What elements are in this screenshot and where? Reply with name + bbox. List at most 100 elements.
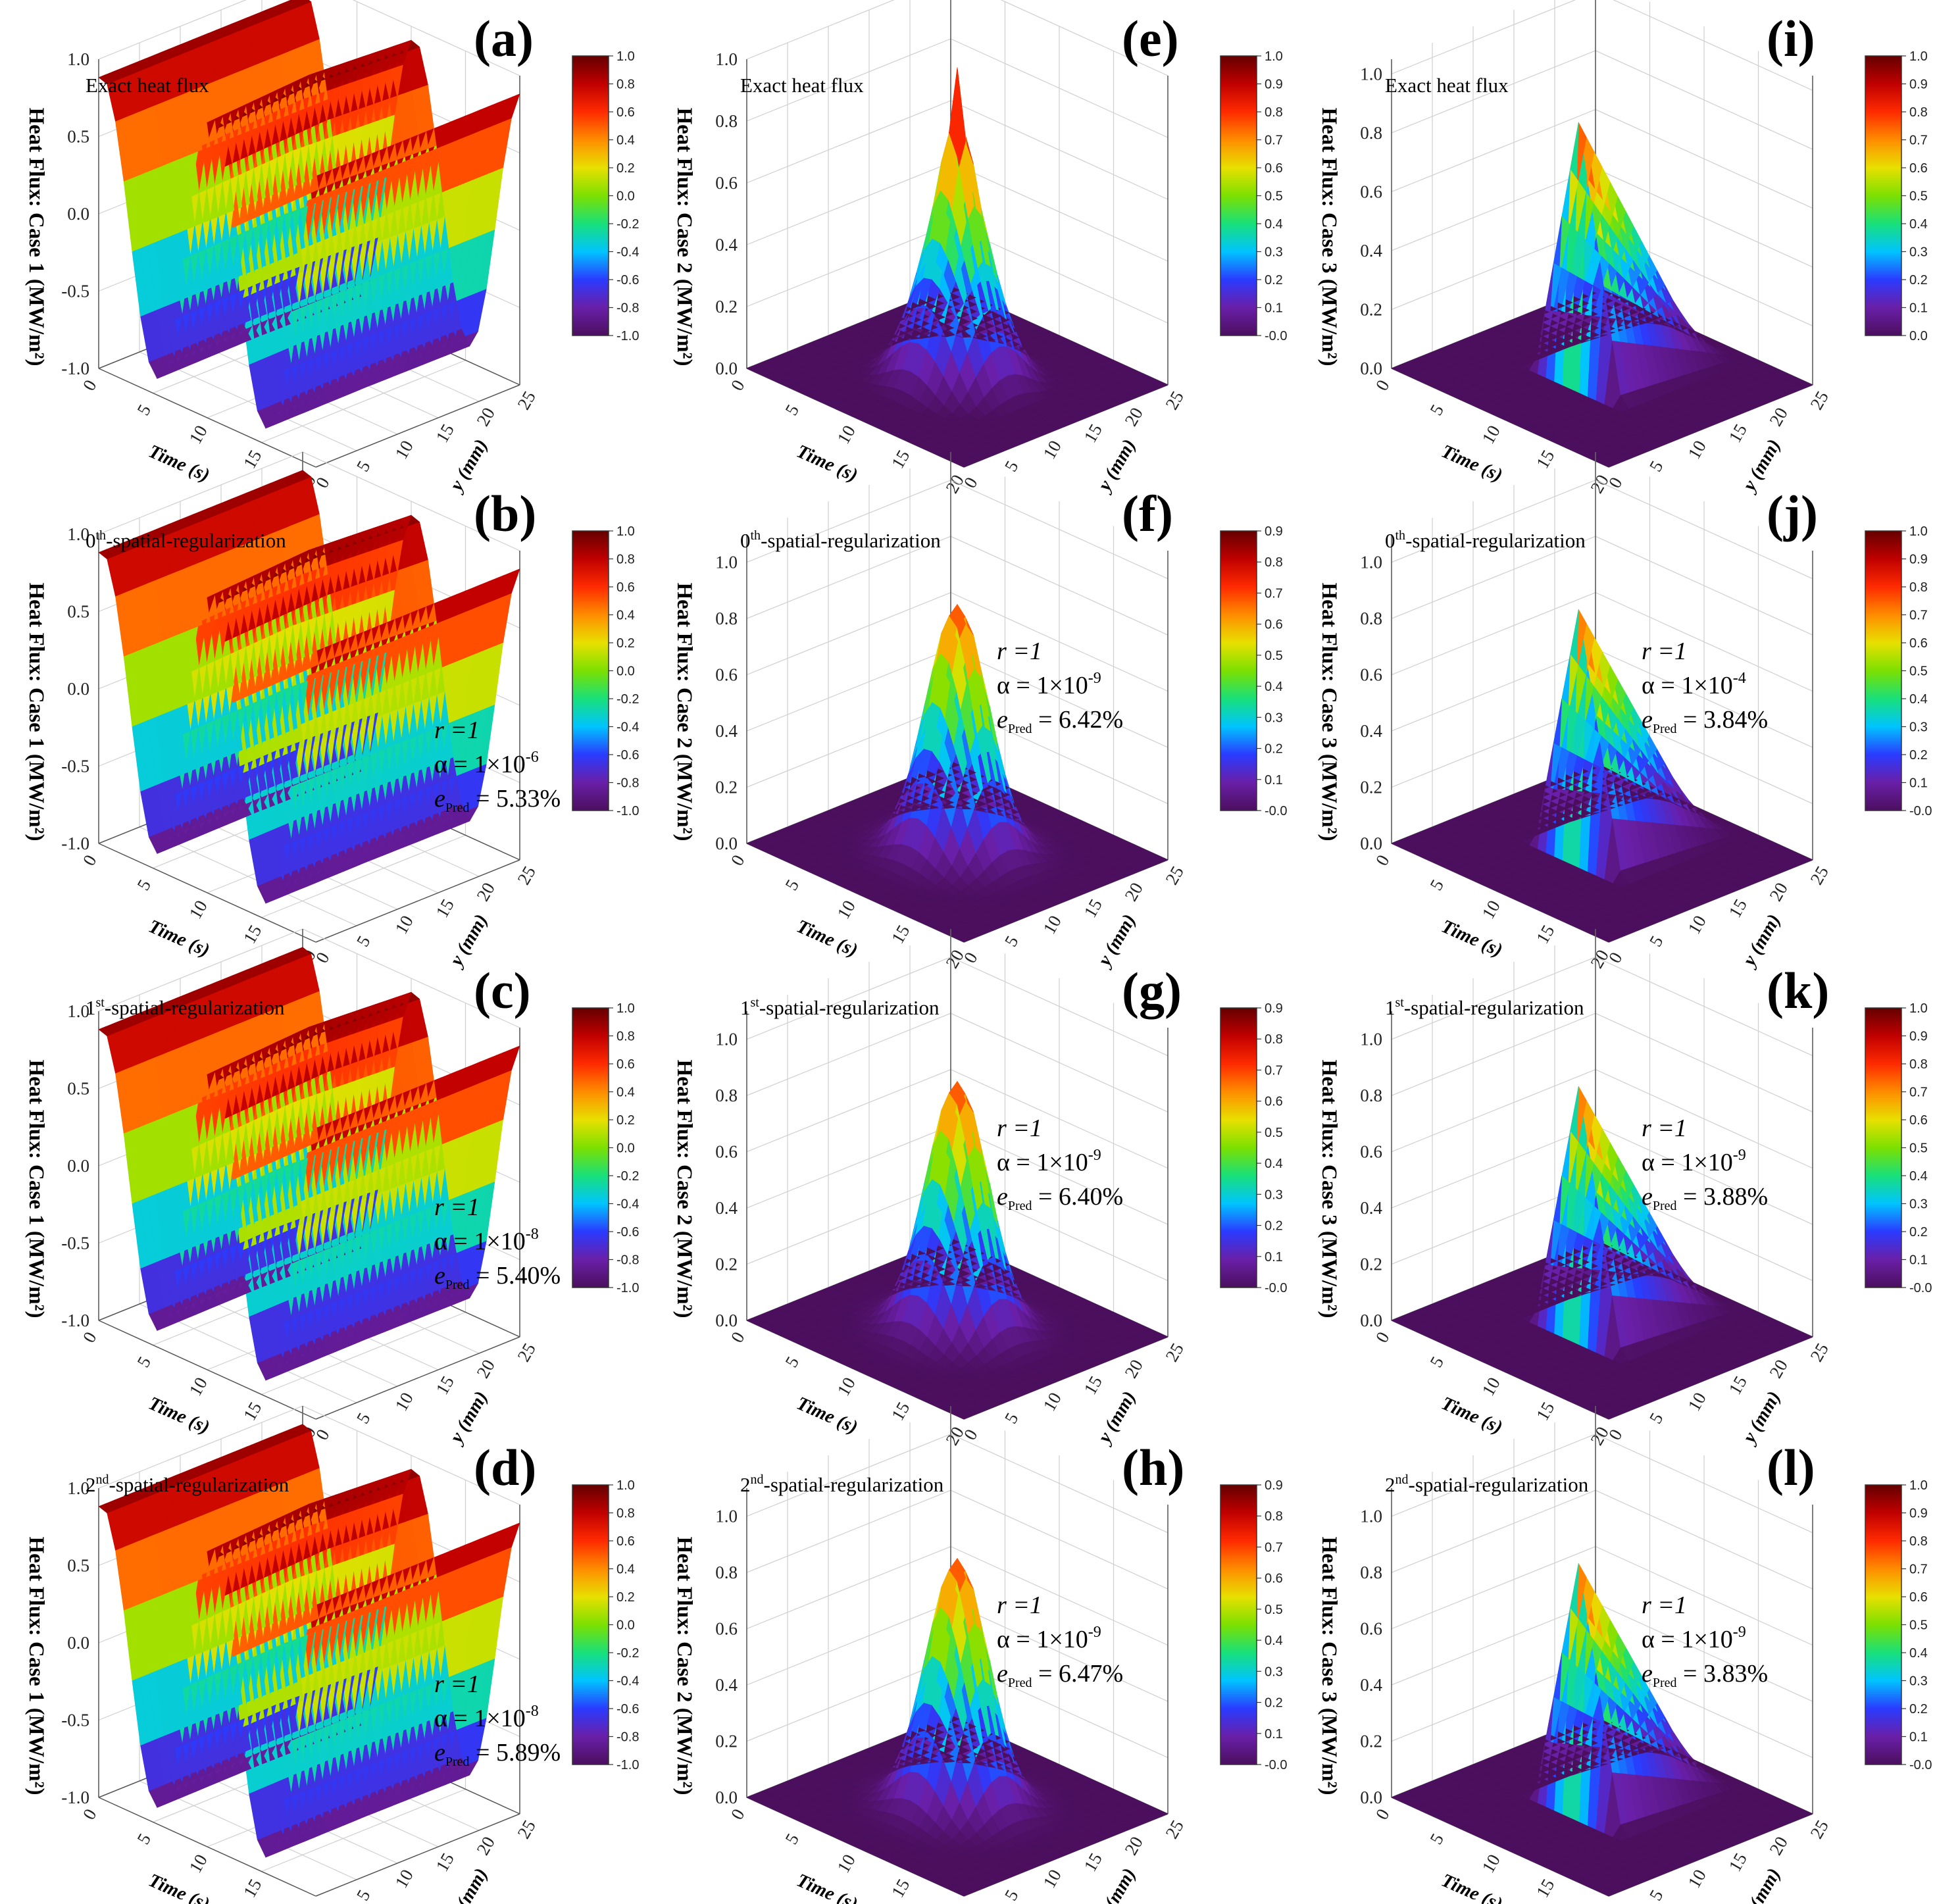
colorbar-gradient xyxy=(1220,530,1257,811)
colorbar-tick-label: 0.8 xyxy=(616,553,635,567)
z-tick-label: 0.6 xyxy=(715,665,738,685)
y-tick-label: 20 xyxy=(472,879,498,904)
y-tick-label: 10 xyxy=(391,1866,416,1891)
colorbar-tick-label: 0.2 xyxy=(616,636,635,651)
annotation-alpha: α = 1×10-8 xyxy=(434,1226,539,1255)
colorbar-tick-label: 1.0 xyxy=(616,49,635,64)
y-tick-label: 15 xyxy=(432,1849,457,1874)
time-tick-label: 0 xyxy=(79,851,101,869)
z-tick-label: 1.0 xyxy=(715,553,738,572)
z-tick-label: 0.2 xyxy=(715,778,738,797)
colorbar-tick-label: 0.2 xyxy=(1265,273,1283,288)
time-tick-label: 0 xyxy=(727,376,749,394)
panel-title: 0th-spatial-regularization xyxy=(86,528,286,552)
y-tick-label: 20 xyxy=(1120,404,1146,429)
colorbar-tick-label: -0.6 xyxy=(616,1225,639,1240)
colorbar: 1.00.80.60.40.20.0-0.2-0.4-0.6-0.8-1.0 xyxy=(572,49,639,343)
colorbar-tick-label: 0.2 xyxy=(1265,742,1283,757)
time-tick-label: 0 xyxy=(79,1328,101,1346)
colorbar-tick-label: 0.5 xyxy=(1265,649,1283,663)
heat-flux-axis-label: Heat Flux: Case 2 (MW/m²) xyxy=(672,108,696,366)
colorbar-tick-label: 0.6 xyxy=(616,1534,635,1549)
panel-b: -1.0-0.50.00.51.0051015200510152025Time … xyxy=(24,451,639,972)
colorbar-tick-label: 0.3 xyxy=(1265,245,1283,260)
y-tick-label: 25 xyxy=(513,388,539,413)
y-tick-label: 10 xyxy=(1039,437,1065,462)
annotation-r: r =1 xyxy=(434,1670,480,1698)
colorbar-tick-label: 0.2 xyxy=(616,161,635,176)
colorbar-tick-label: 0.0 xyxy=(616,1618,635,1633)
annotation-alpha: α = 1×10-9 xyxy=(997,670,1101,699)
y-tick-label: 15 xyxy=(1080,420,1105,445)
y-tick-label: 5 xyxy=(1001,457,1022,475)
colorbar-tick-label: 0.4 xyxy=(616,609,635,623)
time-tick-label: 5 xyxy=(133,1353,155,1371)
y-tick-label: 20 xyxy=(1120,879,1146,904)
colorbar-gradient xyxy=(572,530,609,811)
y-tick-label: 10 xyxy=(391,912,416,937)
panels: -1.0-0.50.00.51.0051015200510152025Time … xyxy=(24,0,1932,1904)
y-tick-label: 5 xyxy=(353,457,374,475)
colorbar-tick-label: 1.0 xyxy=(616,524,635,539)
time-tick-label: 15 xyxy=(239,1876,265,1901)
colorbar-tick-label: 0.8 xyxy=(1265,555,1283,570)
annotation-r: r =1 xyxy=(434,1193,480,1221)
y-tick-label: 15 xyxy=(1080,895,1105,920)
surface xyxy=(746,67,1169,468)
colorbar-tick-label: 0.0 xyxy=(616,664,635,679)
y-tick-label: 20 xyxy=(472,404,498,429)
time-axis-label: Time (s) xyxy=(793,916,861,961)
colorbar-tick-label: -0.4 xyxy=(616,1674,639,1689)
z-tick-label: 0.8 xyxy=(715,609,738,628)
heat-flux-axis-label: Heat Flux: Case 1 (MW/m²) xyxy=(24,1060,48,1318)
colorbar-tick-label: 0.0 xyxy=(616,189,635,204)
colorbar-gradient xyxy=(572,55,609,336)
colorbar-tick-label: -0.4 xyxy=(616,245,639,260)
time-tick-label: 10 xyxy=(185,1851,211,1876)
panel-title: 0th-spatial-regularization xyxy=(740,528,941,552)
y-tick-label: 5 xyxy=(1001,932,1022,950)
panel-label: (c) xyxy=(474,962,531,1019)
heat-flux-axis-label: Heat Flux: Case 1 (MW/m²) xyxy=(24,583,48,841)
y-tick-label: 5 xyxy=(353,1886,374,1904)
time-tick-label: 10 xyxy=(185,897,211,922)
z-tick-label: -1.0 xyxy=(61,1788,89,1807)
y-axis-label: y (mm) xyxy=(445,1865,491,1904)
z-tick-label: 0.0 xyxy=(715,359,738,378)
panel-g: 0.00.20.40.60.81.0051015200510152025Time… xyxy=(672,929,1287,1449)
colorbar-tick-label: 0.6 xyxy=(1265,618,1283,632)
colorbar-tick-label: 0.4 xyxy=(1265,680,1283,694)
panel-label: (e) xyxy=(1122,10,1179,67)
z-tick-label: -1.0 xyxy=(61,359,89,378)
time-tick-label: 5 xyxy=(781,401,803,419)
time-tick-label: 15 xyxy=(888,447,913,472)
colorbar-tick-label: 0.6 xyxy=(616,105,635,120)
colorbar-tick-label: 1.0 xyxy=(1265,49,1283,64)
colorbar-tick-label: 0.2 xyxy=(616,1113,635,1128)
z-tick-label: 0.0 xyxy=(67,1156,89,1176)
panel-label: (f) xyxy=(1122,485,1173,542)
colorbar-gradient xyxy=(1220,55,1257,336)
colorbar-tick-label: 0.8 xyxy=(616,1507,635,1521)
colorbar-tick-label: -1.0 xyxy=(616,329,639,343)
colorbar-tick-label: 0.6 xyxy=(616,1057,635,1072)
colorbar-tick-label: -0.4 xyxy=(616,1197,639,1212)
time-axis-label: Time (s) xyxy=(145,916,213,961)
panel-a: -1.0-0.50.00.51.0051015200510152025Time … xyxy=(24,0,639,497)
z-gridline xyxy=(746,0,1169,76)
colorbar-tick-label: 0.6 xyxy=(1265,161,1283,176)
time-tick-label: 10 xyxy=(185,1374,211,1399)
time-tick-label: 5 xyxy=(133,1830,155,1848)
y-tick-label: 20 xyxy=(472,1356,498,1381)
time-axis-label: Time (s) xyxy=(145,441,213,486)
y-tick-label: 15 xyxy=(432,1372,457,1397)
y-tick-label: 25 xyxy=(513,1816,539,1841)
colorbar-tick-label: -1.0 xyxy=(616,1758,639,1772)
colorbar-tick-label: 0.8 xyxy=(1265,105,1283,120)
z-tick-label: 0.2 xyxy=(715,297,738,316)
time-tick-label: 15 xyxy=(239,1399,265,1424)
y-tick-label: 10 xyxy=(391,437,416,462)
floor-gridline xyxy=(261,359,466,443)
